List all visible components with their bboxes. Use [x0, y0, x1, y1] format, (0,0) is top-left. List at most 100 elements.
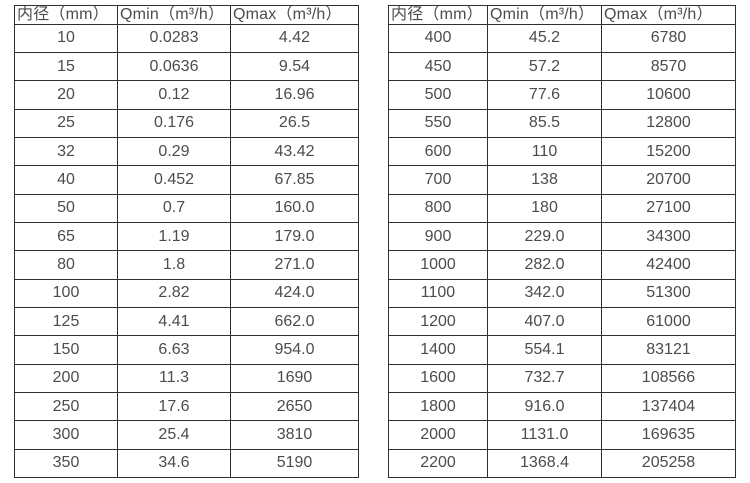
table-row: 1000 282.0 42400	[388, 250, 736, 280]
table-cell: 25.4	[117, 420, 231, 450]
table-cell: 1.8	[117, 250, 231, 280]
table-cell: 26.5	[230, 108, 359, 138]
table-cell: 3810	[230, 420, 359, 450]
table-cell: 27100	[601, 193, 736, 223]
table-cell: 550	[388, 108, 488, 138]
table-cell: 400	[388, 23, 488, 53]
table-row: 600 110 15200	[388, 136, 736, 167]
header-row: 内径（mm） Qmin（m³/h） Qmax（m³/h）	[14, 5, 359, 25]
table-cell: 0.0636	[117, 51, 231, 82]
table-cell: 900	[388, 221, 488, 252]
table-cell: 80	[14, 250, 118, 280]
table-row: 25 0.176 26.5	[14, 108, 359, 138]
table-cell: 110	[487, 136, 602, 167]
column-header-qmin: Qmin（m³/h）	[117, 5, 231, 25]
table-row: 1400 554.1 83121	[388, 335, 736, 365]
table-row: 40 0.452 67.85	[14, 165, 359, 195]
table-cell: 500	[388, 80, 488, 110]
table-row: 250 17.6 2650	[14, 391, 359, 422]
table-cell: 1800	[388, 391, 488, 422]
table-cell: 450	[388, 51, 488, 82]
table-row: 300 25.4 3810	[14, 420, 359, 450]
table-cell: 180	[487, 193, 602, 223]
table-cell: 179.0	[230, 221, 359, 252]
table-cell: 9.54	[230, 51, 359, 82]
table-cell: 17.6	[117, 391, 231, 422]
table-cell: 1131.0	[487, 420, 602, 450]
table-row: 15 0.0636 9.54	[14, 51, 359, 82]
table-cell: 4.41	[117, 306, 231, 337]
table-cell: 205258	[601, 448, 736, 479]
table-cell: 108566	[601, 363, 736, 393]
table-cell: 160.0	[230, 193, 359, 223]
table-cell: 12800	[601, 108, 736, 138]
table-cell: 20	[14, 80, 118, 110]
table-cell: 32	[14, 136, 118, 167]
table-row: 2200 1368.4 205258	[388, 448, 736, 479]
table-cell: 407.0	[487, 306, 602, 337]
table-row: 150 6.63 954.0	[14, 335, 359, 365]
table-cell: 6780	[601, 23, 736, 53]
table-cell: 300	[14, 420, 118, 450]
table-cell: 2000	[388, 420, 488, 450]
table-cell: 0.452	[117, 165, 231, 195]
table-row: 500 77.6 10600	[388, 80, 736, 110]
table-cell: 1200	[388, 306, 488, 337]
table-cell: 137404	[601, 391, 736, 422]
table-cell: 350	[14, 448, 118, 479]
table-cell: 4.42	[230, 23, 359, 53]
table-cell: 67.85	[230, 165, 359, 195]
column-header-diameter: 内径（mm）	[14, 5, 118, 25]
table-row: 400 45.2 6780	[388, 23, 736, 53]
table-cell: 342.0	[487, 278, 602, 308]
table-cell: 65	[14, 221, 118, 252]
flow-rate-table-right: 内径（mm） Qmin（m³/h） Qmax（m³/h） 400 45.2 6780…	[388, 5, 736, 479]
table-cell: 2650	[230, 391, 359, 422]
table-cell: 40	[14, 165, 118, 195]
table-cell: 150	[14, 335, 118, 365]
table-cell: 16.96	[230, 80, 359, 110]
table-cell: 125	[14, 306, 118, 337]
table-cell: 5190	[230, 448, 359, 479]
table-cell: 229.0	[487, 221, 602, 252]
table-cell: 424.0	[230, 278, 359, 308]
column-header-qmax: Qmax（m³/h）	[230, 5, 359, 25]
table-cell: 57.2	[487, 51, 602, 82]
table-row: 10 0.0283 4.42	[14, 23, 359, 53]
table-row: 20 0.12 16.96	[14, 80, 359, 110]
table-cell: 10600	[601, 80, 736, 110]
table-cell: 0.29	[117, 136, 231, 167]
table-cell: 83121	[601, 335, 736, 365]
table-row: 900 229.0 34300	[388, 221, 736, 252]
table-cell: 42400	[601, 250, 736, 280]
table-cell: 954.0	[230, 335, 359, 365]
column-header-diameter: 内径（mm）	[388, 5, 488, 25]
table-cell: 100	[14, 278, 118, 308]
table-cell: 554.1	[487, 335, 602, 365]
table-cell: 1368.4	[487, 448, 602, 479]
table-cell: 15200	[601, 136, 736, 167]
table-cell: 271.0	[230, 250, 359, 280]
table-row: 700 138 20700	[388, 165, 736, 195]
table-cell: 45.2	[487, 23, 602, 53]
table-cell: 1.19	[117, 221, 231, 252]
header-row: 内径（mm） Qmin（m³/h） Qmax（m³/h）	[388, 5, 736, 25]
table-cell: 0.7	[117, 193, 231, 223]
table-row: 80 1.8 271.0	[14, 250, 359, 280]
table-row: 550 85.5 12800	[388, 108, 736, 138]
table-cell: 61000	[601, 306, 736, 337]
table-cell: 1100	[388, 278, 488, 308]
table-cell: 0.12	[117, 80, 231, 110]
table-body-right: 400 45.2 6780 450 57.2 8570 500 77.6 10600 550 85.…	[388, 23, 736, 479]
table-cell: 0.0283	[117, 23, 231, 53]
table-cell: 50	[14, 193, 118, 223]
table-cell: 10	[14, 23, 118, 53]
table-cell: 662.0	[230, 306, 359, 337]
table-cell: 282.0	[487, 250, 602, 280]
table-row: 200 11.3 1690	[14, 363, 359, 393]
table-cell: 600	[388, 136, 488, 167]
table-cell: 77.6	[487, 80, 602, 110]
table-cell: 0.176	[117, 108, 231, 138]
table-cell: 11.3	[117, 363, 231, 393]
table-cell: 1000	[388, 250, 488, 280]
